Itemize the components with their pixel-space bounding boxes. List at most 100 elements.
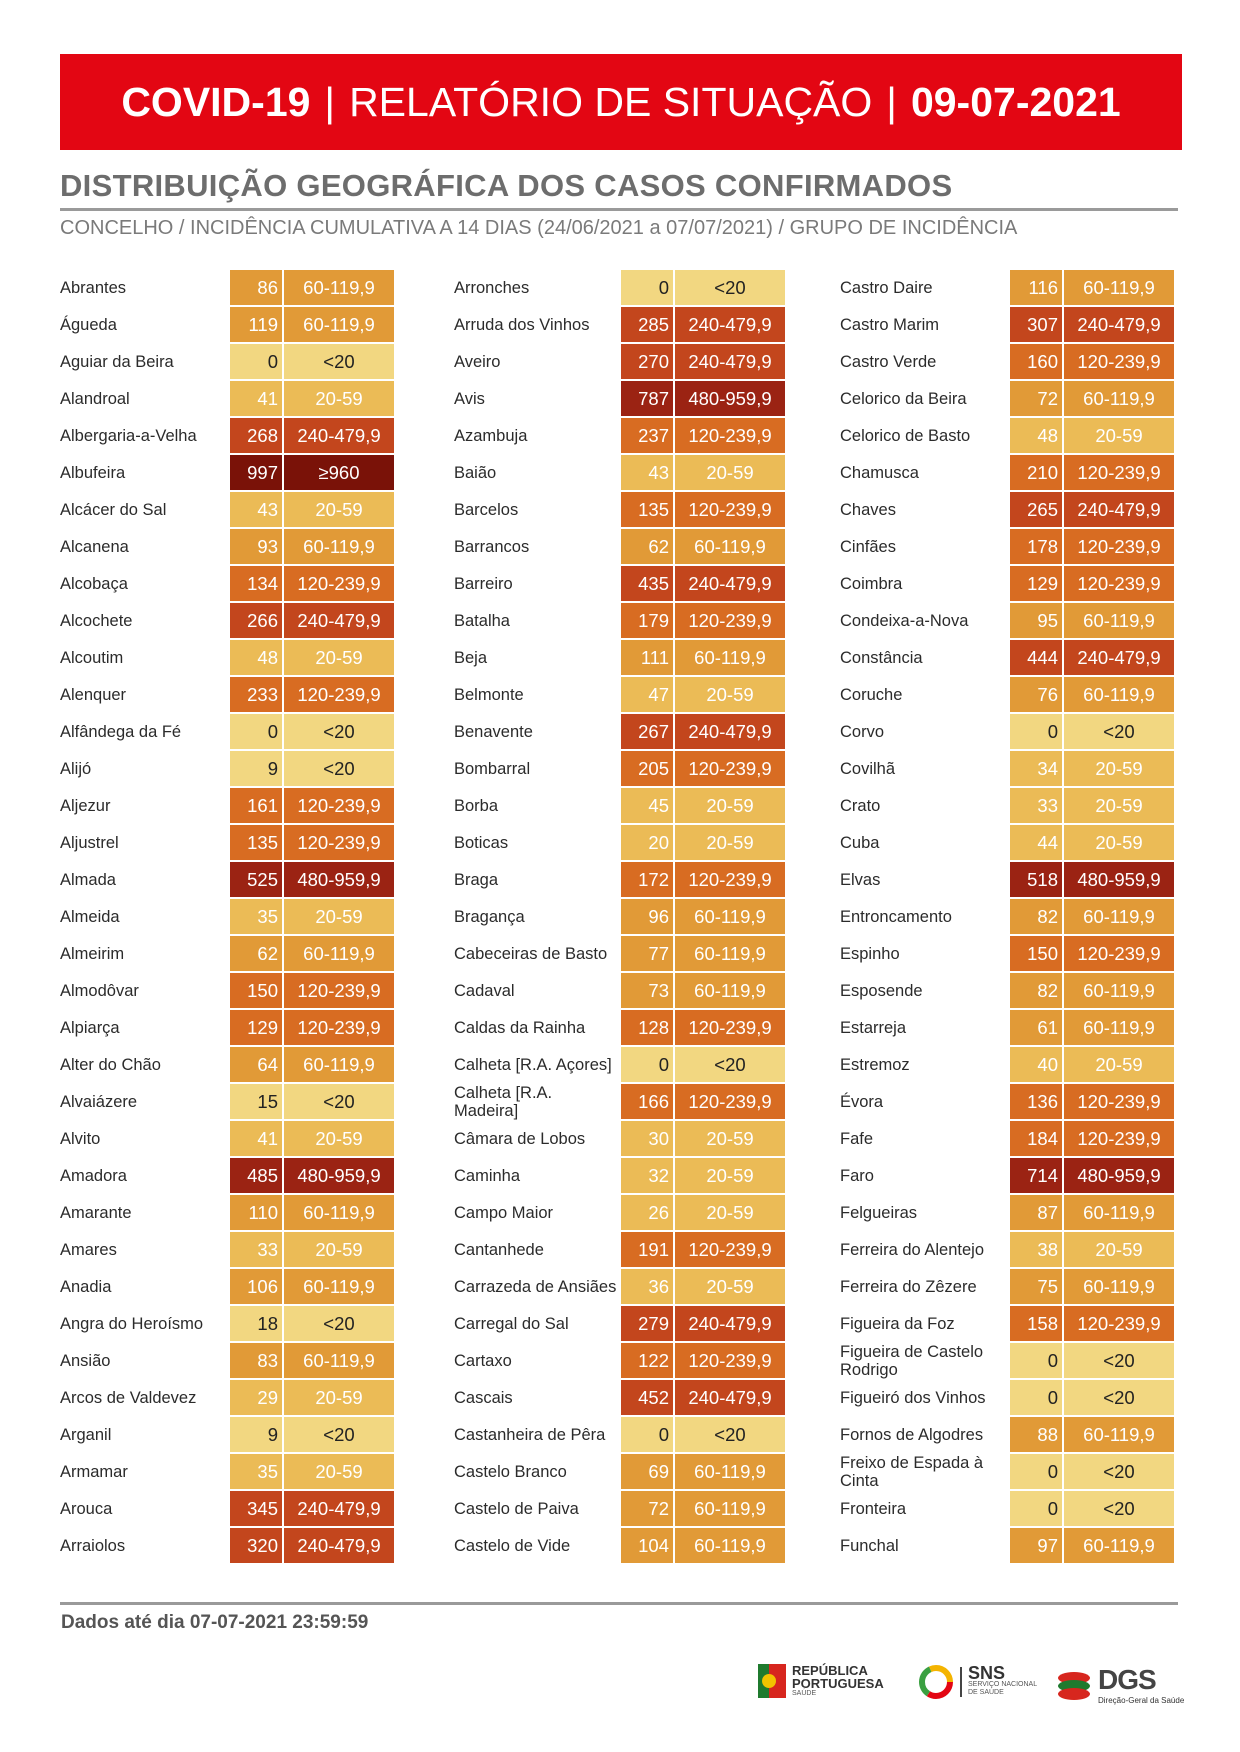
incidence-value: 136 — [1010, 1084, 1062, 1119]
municipality-name: Almeirim — [60, 944, 125, 963]
incidence-value: 191 — [621, 1232, 673, 1267]
incidence-value: 95 — [1010, 603, 1062, 638]
incidence-group: 120-239,9 — [284, 973, 394, 1008]
incidence-value: 33 — [1010, 788, 1062, 823]
incidence-group: 20-59 — [675, 1121, 785, 1156]
incidence-group: 120-239,9 — [1064, 936, 1174, 971]
incidence-group: 20-59 — [675, 1158, 785, 1193]
municipality-name: Figueira da Foz — [840, 1314, 955, 1333]
incidence-value: 0 — [1010, 1343, 1062, 1378]
incidence-value: 33 — [230, 1232, 282, 1267]
municipality-name: Armamar — [60, 1462, 128, 1481]
incidence-group: 20-59 — [675, 1269, 785, 1304]
incidence-value: 0 — [1010, 1380, 1062, 1415]
municipality-name: Albufeira — [60, 463, 126, 482]
municipality-name: Amarante — [60, 1203, 132, 1222]
incidence-group: 120-239,9 — [1064, 529, 1174, 564]
incidence-group: 240-479,9 — [675, 1380, 785, 1415]
incidence-value: 116 — [1010, 270, 1062, 305]
incidence-value: 75 — [1010, 1269, 1062, 1304]
incidence-value: 82 — [1010, 973, 1062, 1008]
municipality-name: Cantanhede — [454, 1240, 544, 1259]
incidence-value: 150 — [1010, 936, 1062, 971]
municipality-name: Felgueiras — [840, 1203, 918, 1222]
header-covid: COVID-19 — [121, 78, 311, 125]
incidence-group: ≥960 — [284, 455, 394, 490]
incidence-group: 20-59 — [675, 788, 785, 823]
incidence-group: 20-59 — [1064, 1047, 1174, 1082]
incidence-group: 60-119,9 — [284, 1195, 394, 1230]
municipality-name: Beja — [454, 648, 488, 667]
republica-line2: PORTUGUESA — [792, 1676, 884, 1691]
municipality-name: Castro Verde — [840, 352, 937, 371]
incidence-group: <20 — [284, 751, 394, 786]
municipality-name: Alvaiázere — [60, 1092, 138, 1111]
incidence-group: 60-119,9 — [675, 973, 785, 1008]
incidence-value: 134 — [230, 566, 282, 601]
incidence-value: 43 — [621, 455, 673, 490]
municipality-name: Barcelos — [454, 500, 519, 519]
incidence-group: 120-239,9 — [675, 862, 785, 897]
municipality-name: Alcoutim — [60, 648, 124, 667]
sns-ring-icon — [919, 1665, 953, 1699]
incidence-value: 82 — [1010, 899, 1062, 934]
municipality-name: Alcochete — [60, 611, 133, 630]
incidence-group: 120-239,9 — [675, 751, 785, 786]
dgs-sub: Direção-Geral da Saúde — [1098, 1696, 1185, 1705]
incidence-group: 20-59 — [284, 1232, 394, 1267]
municipality-name: Amadora — [60, 1166, 127, 1185]
incidence-value: 72 — [1010, 381, 1062, 416]
incidence-value: 9 — [230, 751, 282, 786]
incidence-group: 60-119,9 — [284, 1343, 394, 1378]
incidence-value: 119 — [230, 307, 282, 342]
municipality-name: Alijó — [60, 759, 92, 778]
incidence-value: 279 — [621, 1306, 673, 1341]
municipality-name: Ferreira do Alentejo — [840, 1240, 984, 1259]
municipality-name: Batalha — [454, 611, 510, 630]
incidence-value: 48 — [1010, 418, 1062, 453]
incidence-group: 60-119,9 — [1064, 603, 1174, 638]
incidence-value: 83 — [230, 1343, 282, 1378]
incidence-group: 240-479,9 — [675, 1306, 785, 1341]
incidence-group: 120-239,9 — [675, 418, 785, 453]
municipality-name: Caminha — [454, 1166, 521, 1185]
incidence-group: <20 — [1064, 1380, 1174, 1415]
incidence-value: 265 — [1010, 492, 1062, 527]
municipality-name: Aguiar da Beira — [60, 352, 174, 371]
incidence-value: 86 — [230, 270, 282, 305]
incidence-group: 120-239,9 — [1064, 1121, 1174, 1156]
incidence-group: <20 — [284, 1306, 394, 1341]
municipality-name: Alenquer — [60, 685, 127, 704]
incidence-value: 47 — [621, 677, 673, 712]
municipality-name: Crato — [840, 796, 881, 815]
incidence-value: 0 — [230, 714, 282, 749]
incidence-group: 20-59 — [1064, 418, 1174, 453]
incidence-value: 172 — [621, 862, 673, 897]
section-title: DISTRIBUIÇÃO GEOGRÁFICA DOS CASOS CONFIR… — [60, 168, 953, 203]
incidence-group: 120-239,9 — [284, 825, 394, 860]
municipality-name: Alcobaça — [60, 574, 128, 593]
incidence-value: 9 — [230, 1417, 282, 1452]
municipality-name: Águeda — [60, 315, 117, 334]
incidence-group: 120-239,9 — [1064, 1306, 1174, 1341]
municipality-name: Alandroal — [60, 389, 130, 408]
incidence-value: 104 — [621, 1528, 673, 1563]
incidence-group: 20-59 — [284, 381, 394, 416]
incidence-group: 120-239,9 — [1064, 455, 1174, 490]
sns-sub1: SERVIÇO NACIONAL — [968, 1681, 1038, 1688]
incidence-value: 237 — [621, 418, 673, 453]
incidence-group: 60-119,9 — [675, 1454, 785, 1489]
incidence-group: 60-119,9 — [1064, 1528, 1174, 1563]
incidence-value: 35 — [230, 1454, 282, 1489]
sns-sub2: DE SAÚDE — [968, 1689, 1004, 1696]
incidence-value: 179 — [621, 603, 673, 638]
incidence-group: <20 — [284, 1417, 394, 1452]
incidence-group: 20-59 — [675, 455, 785, 490]
incidence-value: 267 — [621, 714, 673, 749]
incidence-group: 480-959,9 — [675, 381, 785, 416]
sns-label: SNS — [968, 1663, 1006, 1683]
municipality-name: Constância — [840, 648, 923, 667]
municipality-name: Calheta [R.A. Açores] — [454, 1055, 612, 1074]
municipality-name: Figueiró dos Vinhos — [840, 1388, 986, 1407]
incidence-group: 20-59 — [284, 492, 394, 527]
